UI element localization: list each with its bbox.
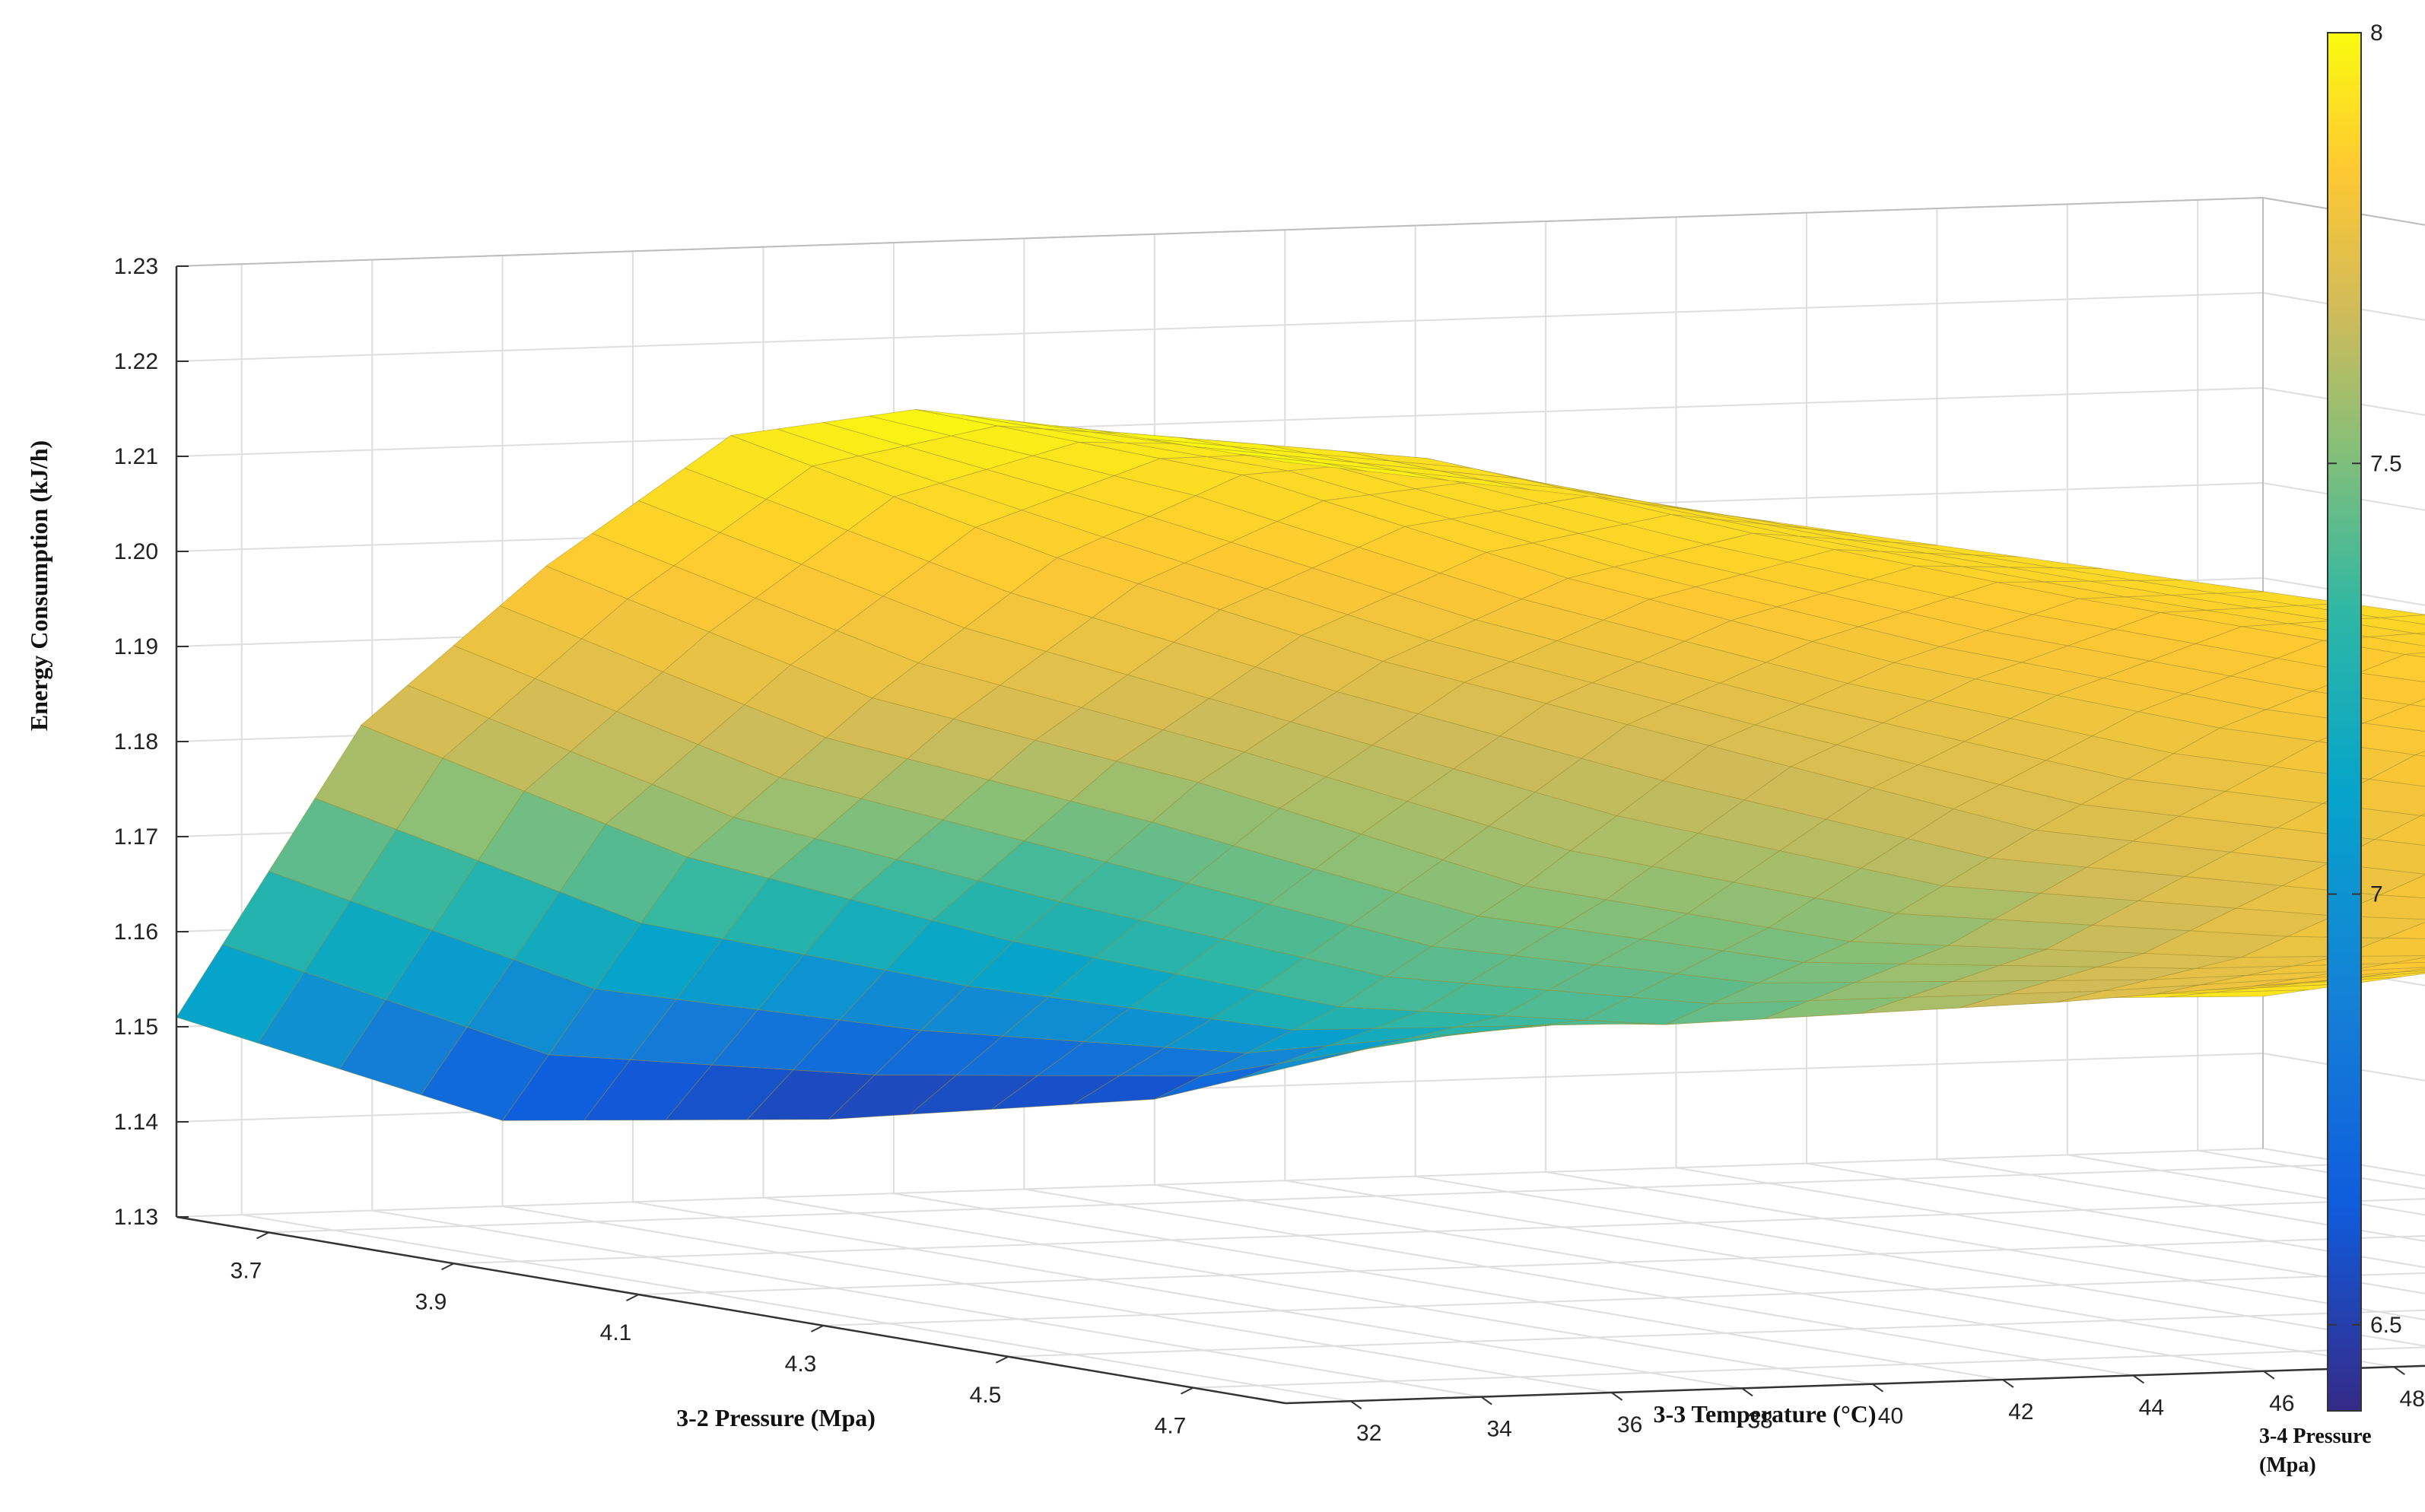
z-tick-label: 1.13 (114, 1205, 158, 1230)
y-tick-label: 40 (1878, 1404, 1903, 1429)
y-tick-label: 42 (2008, 1399, 2033, 1425)
y-axis-title: 3-3 Temperature (°C) (1653, 1400, 1876, 1428)
colorbar-gradient (2328, 33, 2361, 1411)
y-tick-label: 46 (2269, 1391, 2294, 1416)
z-tick-label: 1.18 (114, 729, 158, 754)
x-tick-label: 3.7 (230, 1258, 262, 1283)
x-axis-title: 3-2 Pressure (Mpa) (676, 1404, 876, 1431)
z-tick-label: 1.14 (114, 1110, 158, 1135)
grid-line-z (176, 198, 2425, 384)
z-tick-label: 1.20 (114, 539, 158, 564)
z-tick-label: 1.17 (114, 824, 158, 850)
x-tick-label: 4.7 (1155, 1414, 1187, 1439)
y-tick-label: 32 (1356, 1421, 1381, 1446)
z-tick-label: 1.22 (114, 349, 158, 374)
y-tick-label: 34 (1486, 1417, 1511, 1442)
y-tick-mark (1742, 1388, 1753, 1396)
grid-line-z (176, 1148, 2425, 1335)
z-tick-label: 1.23 (114, 254, 158, 279)
y-tick-mark (2264, 1371, 2274, 1379)
x-tick-mark (257, 1232, 269, 1238)
y-tick-mark (1612, 1393, 1622, 1400)
y-tick-mark (2394, 1367, 2404, 1374)
colorbar-tick-label: 7.5 (2370, 451, 2402, 476)
colorbar-tick-label: 8 (2370, 21, 2383, 46)
surface-layer (176, 409, 2425, 1120)
x-tick-mark (812, 1326, 824, 1332)
y-tick-label: 44 (2139, 1395, 2164, 1420)
y-tick-mark (2133, 1375, 2144, 1383)
z-axis-title: Energy Consumption (kJ/h) (25, 440, 52, 731)
z-tick-label: 1.19 (114, 634, 158, 659)
y-tick-label: 36 (1617, 1412, 1642, 1437)
y-tick-label: 48 (2400, 1387, 2425, 1412)
z-tick-label: 1.15 (114, 1015, 158, 1040)
x-tick-mark (1181, 1388, 1193, 1394)
x-tick-mark (627, 1294, 639, 1301)
x-tick-mark (996, 1357, 1009, 1363)
y-tick-mark (1481, 1397, 1492, 1405)
y-tick-mark (1872, 1384, 1883, 1392)
x-tick-label: 3.9 (415, 1289, 447, 1314)
y-tick-mark (2003, 1380, 2013, 1387)
box-edge-top (176, 198, 2425, 384)
x-tick-label: 4.3 (785, 1352, 817, 1377)
colorbar-tick-label: 7 (2370, 882, 2383, 907)
z-tick-label: 1.21 (114, 444, 158, 469)
colorbar-title-line2: (Mpa) (2259, 1453, 2316, 1477)
x-tick-label: 4.1 (600, 1320, 632, 1345)
y-tick-mark (1351, 1401, 1362, 1409)
colorbar-title-line1: 3-4 Pressure (2259, 1425, 2372, 1448)
x-tick-label: 4.5 (970, 1383, 1002, 1408)
z-tick-label: 1.16 (114, 920, 158, 945)
x-tick-mark (442, 1263, 454, 1269)
colorbar-tick-label: 6.5 (2370, 1313, 2402, 1338)
